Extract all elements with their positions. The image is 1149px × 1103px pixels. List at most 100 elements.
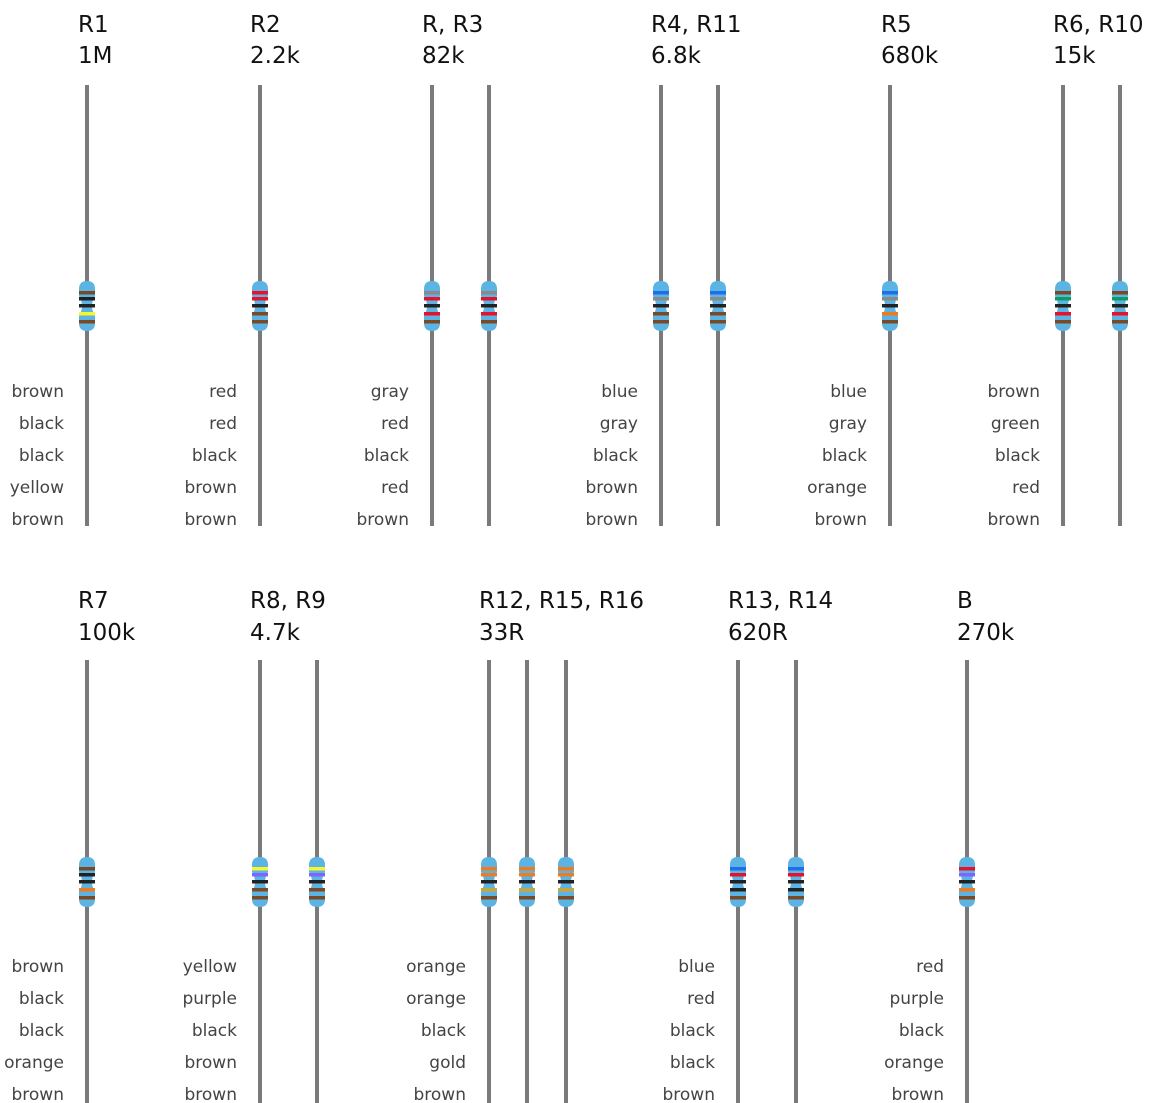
color-band-black xyxy=(79,297,95,301)
color-band-brown xyxy=(252,888,268,892)
color-band-brown xyxy=(79,291,95,295)
band-color-label: black xyxy=(593,446,638,466)
color-band-yellow xyxy=(79,312,95,316)
resistor xyxy=(882,85,898,526)
resistor xyxy=(710,85,726,526)
band-color-label: red xyxy=(209,382,237,402)
color-band-brown xyxy=(1112,291,1128,295)
color-band-purple xyxy=(309,873,325,877)
band-color-label: brown xyxy=(663,1085,716,1103)
resistor-group: B 270k red purple black orange brown xyxy=(884,588,1015,1103)
band-color-label: gray xyxy=(829,414,867,434)
group-reference-label: R4, R11 xyxy=(651,12,741,38)
color-band-brown xyxy=(1112,320,1128,324)
band-color-label: brown xyxy=(12,382,65,402)
color-band-orange xyxy=(79,888,95,892)
color-band-black xyxy=(1112,304,1128,308)
resistor xyxy=(424,85,440,526)
color-band-red xyxy=(424,312,440,316)
band-color-label: brown xyxy=(892,1085,945,1103)
color-band-blue xyxy=(730,867,746,871)
color-band-purple xyxy=(252,873,268,877)
group-reference-label: R5 xyxy=(881,12,912,38)
color-band-black xyxy=(79,880,95,884)
band-color-label: red xyxy=(687,989,715,1009)
color-band-black xyxy=(882,304,898,308)
color-band-black xyxy=(79,304,95,308)
group-reference-label: R2 xyxy=(250,12,281,38)
group-value-label: 33R xyxy=(479,620,524,646)
band-color-label: orange xyxy=(884,1053,944,1073)
band-color-label: brown xyxy=(12,957,65,977)
color-band-black xyxy=(788,888,804,892)
color-band-black xyxy=(730,880,746,884)
band-color-label: blue xyxy=(830,382,867,402)
band-color-label: brown xyxy=(185,1053,238,1073)
color-band-red xyxy=(788,873,804,877)
band-color-label: orange xyxy=(406,989,466,1009)
color-band-brown xyxy=(710,312,726,316)
resistor-group: R12, R15, R16 33R orange orange black gold bro… xyxy=(406,588,644,1103)
color-band-brown xyxy=(481,320,497,324)
band-color-label: brown xyxy=(414,1085,467,1103)
resistor xyxy=(252,660,268,1103)
resistor xyxy=(788,660,804,1103)
band-color-label: yellow xyxy=(183,957,237,977)
band-color-label: black xyxy=(19,414,64,434)
color-band-orange xyxy=(481,873,497,877)
group-value-label: 4.7k xyxy=(250,620,301,646)
color-band-brown xyxy=(481,896,497,900)
band-color-label: black xyxy=(192,446,237,466)
resistor xyxy=(79,85,95,526)
resistor xyxy=(481,660,497,1103)
band-color-label: brown xyxy=(586,478,639,498)
color-band-brown xyxy=(710,320,726,324)
color-band-brown xyxy=(653,320,669,324)
group-value-label: 100k xyxy=(78,620,136,646)
group-reference-label: R12, R15, R16 xyxy=(479,588,644,614)
color-band-brown xyxy=(79,867,95,871)
color-band-orange xyxy=(481,867,497,871)
color-band-yellow xyxy=(252,867,268,871)
color-band-red xyxy=(959,867,975,871)
color-band-red xyxy=(1055,312,1071,316)
band-color-label: red xyxy=(1012,478,1040,498)
band-color-label: brown xyxy=(185,478,238,498)
color-band-black xyxy=(481,880,497,884)
color-band-red xyxy=(481,312,497,316)
color-band-red xyxy=(424,297,440,301)
color-band-red xyxy=(730,873,746,877)
color-band-gold xyxy=(519,888,535,892)
resistor xyxy=(1112,85,1128,526)
color-band-blue xyxy=(882,291,898,295)
band-color-label: black xyxy=(421,1021,466,1041)
resistor xyxy=(653,85,669,526)
group-reference-label: R, R3 xyxy=(422,12,483,38)
group-value-label: 1M xyxy=(78,43,112,69)
color-band-brown xyxy=(252,320,268,324)
band-color-label: red xyxy=(381,478,409,498)
color-band-blue xyxy=(653,291,669,295)
color-band-black xyxy=(519,880,535,884)
band-color-label: black xyxy=(192,1021,237,1041)
color-band-black xyxy=(788,880,804,884)
band-color-label: yellow xyxy=(10,478,64,498)
color-band-brown xyxy=(309,896,325,900)
color-band-brown xyxy=(959,896,975,900)
band-color-label: brown xyxy=(357,510,410,530)
band-color-label: brown xyxy=(12,1085,65,1103)
resistor-group: R4, R11 6.8k blue gray black brown brown xyxy=(586,12,742,530)
color-band-green xyxy=(1055,297,1071,301)
color-band-orange xyxy=(519,873,535,877)
band-color-label: black xyxy=(19,989,64,1009)
color-band-gray xyxy=(653,297,669,301)
group-value-label: 620R xyxy=(728,620,788,646)
color-band-gold xyxy=(481,888,497,892)
group-reference-label: B xyxy=(957,588,973,614)
color-band-black xyxy=(959,880,975,884)
band-color-label: orange xyxy=(406,957,466,977)
color-band-red xyxy=(252,297,268,301)
band-color-label: brown xyxy=(12,510,65,530)
color-band-orange xyxy=(558,873,574,877)
